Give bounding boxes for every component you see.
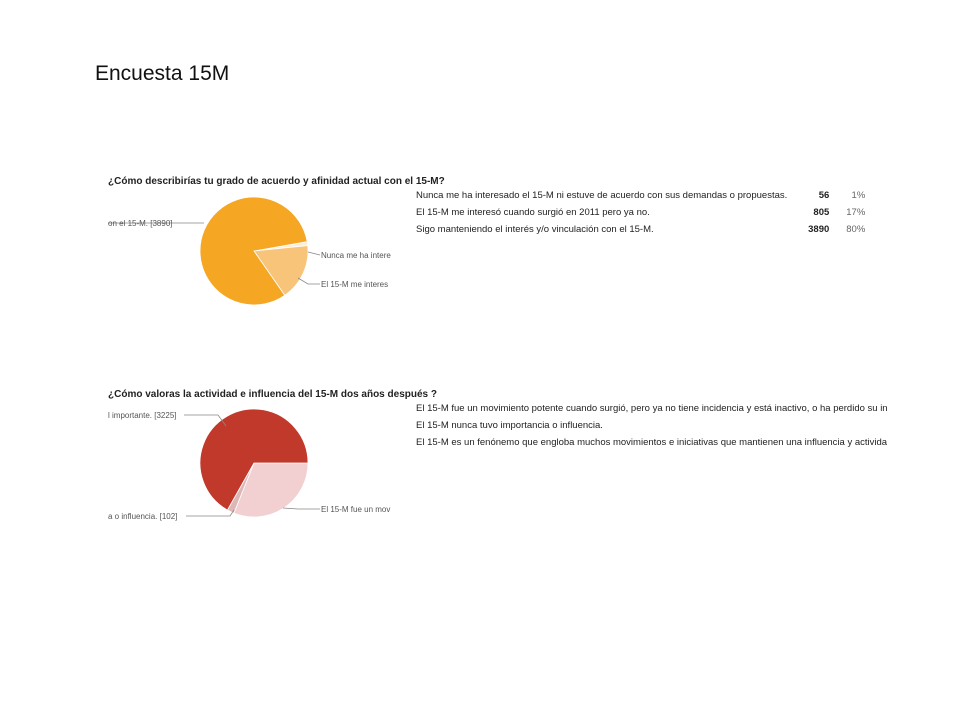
callout-line <box>186 509 235 517</box>
question-2-title: ¿Cómo valoras la actividad e influencia … <box>108 389 437 400</box>
pie-chart-2-svg: l importante. [3225] a o influencia. [10… <box>108 408 390 521</box>
response-count: 3890 <box>808 224 830 235</box>
pie-slice <box>199 196 308 306</box>
pie-callout-label: Nunca me ha intere <box>321 251 391 260</box>
response-label: El 15-M nunca tuvo importancia o influen… <box>416 420 603 431</box>
pie-callout-label: a o influencia. [102] <box>108 512 177 521</box>
response-count: 56 <box>818 190 830 201</box>
response-label: Sigo manteniendo el interés y/o vinculac… <box>416 224 654 235</box>
pie-callout-label: El 15-M fue un mov <box>321 505 390 514</box>
table-row: Nunca me ha interesado el 15-M ni estuve… <box>416 187 865 204</box>
response-label: El 15-M fue un movimiento potente cuando… <box>416 403 888 414</box>
pie-slice <box>199 408 309 511</box>
responses-table-2: El 15-M fue un movimiento potente cuando… <box>416 400 894 450</box>
table-row: El 15-M es un fenónemo que engloba mucho… <box>416 434 894 450</box>
pie-callout-label: El 15-M me interes <box>321 280 388 289</box>
callout-line <box>184 414 227 427</box>
callout-line <box>307 251 321 256</box>
responses-table-2-clip: El 15-M fue un movimiento potente cuando… <box>416 400 924 450</box>
response-label: El 15-M es un fenónemo que engloba mucho… <box>416 437 888 448</box>
pie-callout-label: on el 15-M. [3890] <box>108 219 172 228</box>
table-row: Sigo manteniendo el interés y/o vinculac… <box>416 221 865 238</box>
response-count: 805 <box>813 207 830 218</box>
question-1-title: ¿Cómo describirías tu grado de acuerdo y… <box>108 176 445 187</box>
pie-callout-label: l importante. [3225] <box>108 411 176 420</box>
response-percent: 1% <box>851 190 866 201</box>
response-label: El 15-M me interesó cuando surgió en 201… <box>416 207 650 218</box>
pie-slice <box>253 245 309 296</box>
pie-chart-2: l importante. [3225] a o influencia. [10… <box>108 400 398 540</box>
slide-title: Encuesta 15M <box>95 62 230 85</box>
table-row: El 15-M nunca tuvo importancia o influen… <box>416 417 894 434</box>
response-percent: 17% <box>846 207 866 218</box>
response-label: Nunca me ha interesado el 15-M ni estuve… <box>416 190 788 201</box>
table-row: El 15-M me interesó cuando surgió en 201… <box>416 204 865 221</box>
responses-table-1: Nunca me ha interesado el 15-M ni estuve… <box>416 187 865 238</box>
pie-chart-1-svg: on el 15-M. [3890] Nunca me ha intere El… <box>108 196 391 306</box>
pie-chart-1: on el 15-M. [3890] Nunca me ha intere El… <box>108 188 398 328</box>
callout-line <box>297 277 320 285</box>
response-percent: 80% <box>846 224 866 235</box>
callout-line <box>282 507 320 510</box>
table-row: El 15-M fue un movimiento potente cuando… <box>416 400 894 417</box>
